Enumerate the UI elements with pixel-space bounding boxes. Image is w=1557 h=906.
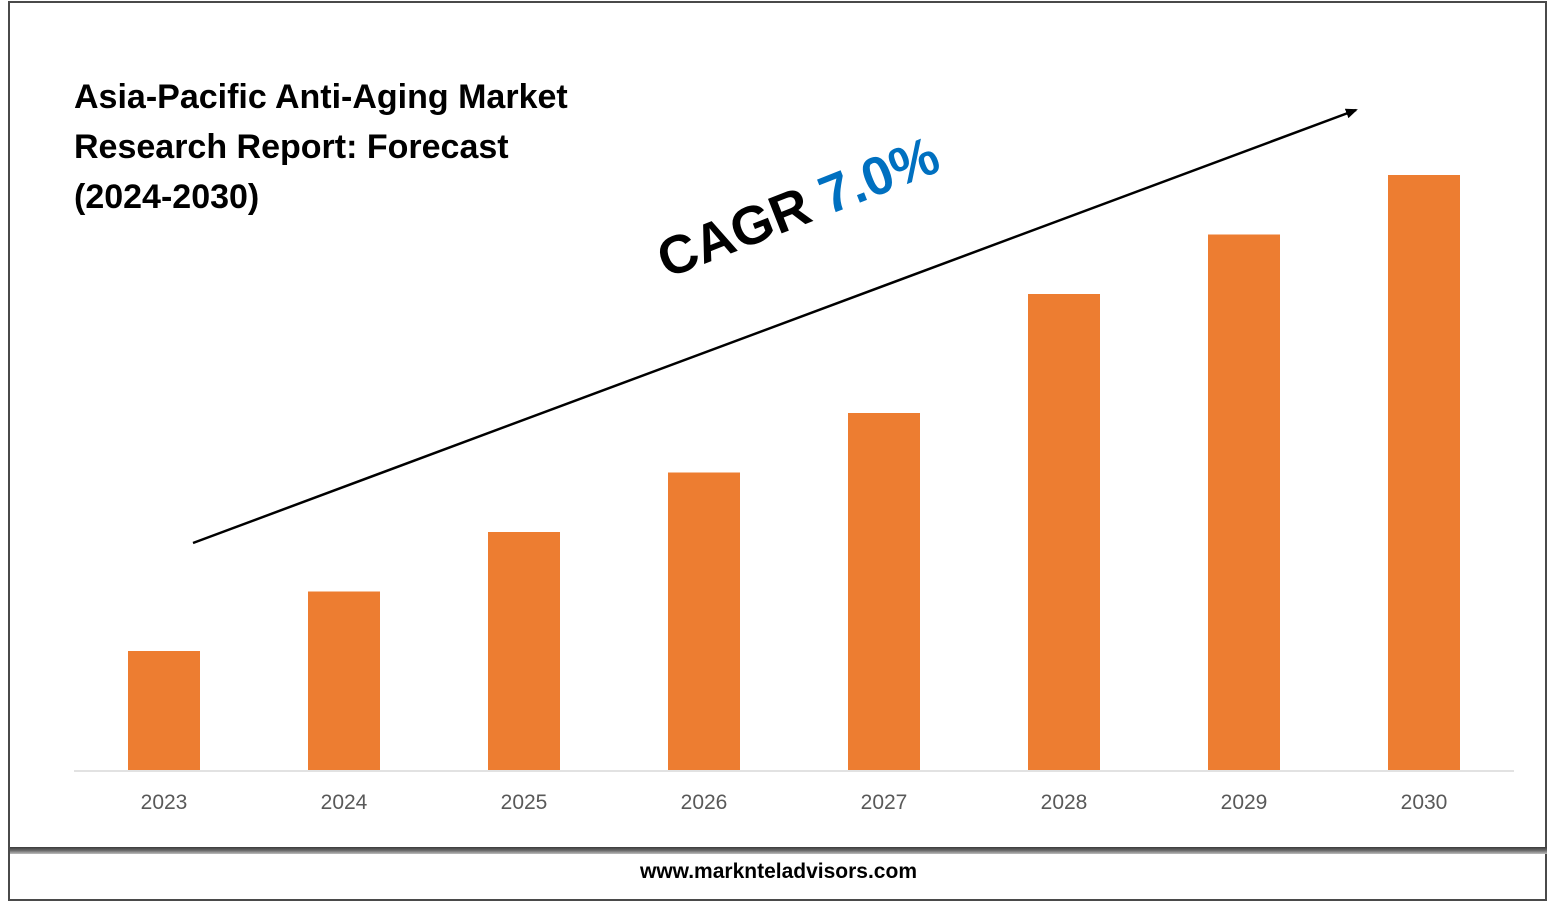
x-tick-labels: 2023 2024 2025 2026 2027 2028 2029 2030	[141, 791, 1448, 814]
chart-title-line-2: Research Report: Forecast	[74, 128, 509, 166]
bar-2025	[488, 532, 560, 770]
footer-url: www.marknteladvisors.com	[640, 860, 917, 883]
chart-frame	[8, 1, 1547, 901]
x-tick-label-2027: 2027	[861, 791, 908, 814]
bar-2030	[1388, 175, 1460, 770]
bar-2023	[128, 651, 200, 770]
x-tick-label-2028: 2028	[1041, 791, 1088, 814]
bar-2028	[1028, 294, 1100, 770]
x-tick-label-2030: 2030	[1401, 791, 1448, 814]
chart-title: Asia-Pacific Anti-Aging Market Research …	[74, 72, 634, 222]
trend-arrow	[192, 108, 1358, 545]
bar-2026	[668, 472, 740, 770]
bars-group	[128, 175, 1460, 770]
bar-2027	[848, 413, 920, 770]
x-tick-label-2026: 2026	[681, 791, 728, 814]
chart-title-line-1: Asia-Pacific Anti-Aging Market	[74, 78, 568, 116]
x-tick-label-2029: 2029	[1221, 791, 1268, 814]
x-tick-label-2025: 2025	[501, 791, 548, 814]
bar-2024	[308, 591, 380, 770]
footer-divider	[10, 847, 1547, 854]
x-tick-label-2024: 2024	[321, 791, 368, 814]
x-tick-label-2023: 2023	[141, 791, 188, 814]
bar-2029	[1208, 234, 1280, 770]
chart-title-line-3: (2024-2030)	[74, 178, 260, 216]
